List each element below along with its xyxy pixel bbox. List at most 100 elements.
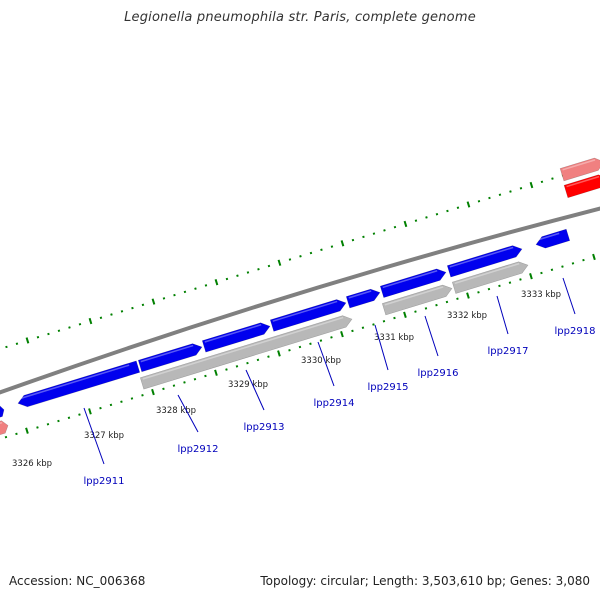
- forward-gene-arrow: [379, 268, 447, 298]
- outer-dot: [351, 238, 355, 242]
- gene-label[interactable]: lpp2915: [368, 382, 409, 393]
- inner-dot: [109, 403, 113, 407]
- outer-dot: [477, 199, 481, 203]
- inner-dot: [414, 310, 417, 313]
- inner-dot: [351, 329, 354, 333]
- inner-dot: [582, 258, 585, 262]
- gene-label[interactable]: lpp2911: [84, 476, 125, 487]
- inner-dot: [477, 291, 480, 294]
- outer-dot: [456, 206, 460, 209]
- inner-dot: [508, 281, 512, 284]
- outer-dot: [204, 284, 208, 287]
- gene-label[interactable]: lpp2917: [488, 346, 529, 357]
- gene-label[interactable]: lpp2916: [418, 368, 459, 379]
- inner-dot: [78, 413, 81, 416]
- inner-dot: [592, 253, 596, 261]
- inner-dot: [382, 320, 386, 323]
- outer-dot: [120, 310, 124, 313]
- kbp-tick-label: 3331 kbp: [374, 333, 414, 343]
- pink-feature-arrow: [559, 157, 600, 182]
- accession-text: Accession: NC_006368: [9, 574, 146, 588]
- outer-dot: [246, 271, 250, 274]
- kbp-tick-label: 3329 kbp: [228, 380, 268, 390]
- gene-leader-line: [496, 295, 509, 335]
- inner-dot: [393, 316, 396, 320]
- inner-dot: [372, 323, 375, 326]
- gene-leader-line: [424, 315, 439, 357]
- outer-dot: [466, 201, 471, 208]
- gene-leader-line: [562, 277, 576, 315]
- gene-label[interactable]: lpp2914: [314, 398, 355, 409]
- inner-dot: [540, 271, 543, 275]
- inner-dot: [120, 400, 123, 403]
- kbp-tick-label: 3332 kbp: [447, 311, 487, 321]
- outer-dot: [309, 251, 313, 255]
- inner-dot: [235, 365, 239, 368]
- outer-dot: [435, 212, 439, 216]
- gene-leader-line: [245, 369, 265, 411]
- outer-dot: [551, 177, 554, 180]
- inner-dot: [15, 432, 18, 436]
- gene-label[interactable]: lpp2913: [244, 422, 285, 433]
- forward-gene-arrow: [446, 245, 523, 278]
- outer-dot: [99, 316, 103, 320]
- inner-dot: [456, 297, 459, 300]
- gene-label[interactable]: lpp2912: [178, 444, 219, 455]
- outer-dot: [540, 180, 544, 184]
- forward-gene-arrow: [269, 299, 347, 332]
- inner-dot: [193, 377, 197, 381]
- outer-dot: [498, 193, 502, 197]
- forward-gene-arrow: [345, 288, 381, 309]
- outer-dot: [372, 232, 376, 235]
- inner-dot: [256, 358, 260, 362]
- outer-dot: [183, 290, 187, 294]
- kbp-tick-label: 3327 kbp: [84, 431, 124, 441]
- outer-dot: [88, 317, 93, 325]
- outer-dot: [194, 287, 197, 290]
- outer-dot: [236, 274, 239, 277]
- kbp-tick-label: 3328 kbp: [156, 406, 196, 416]
- outer-dot: [47, 332, 50, 336]
- outer-dot: [36, 335, 40, 339]
- reverse-gene-arrow: [381, 284, 453, 316]
- inner-dot: [162, 387, 165, 391]
- inner-dot: [46, 422, 50, 426]
- gene-label[interactable]: lpp2918: [555, 326, 596, 337]
- kbp-tick-label: 3330 kbp: [301, 356, 341, 366]
- outer-dot: [214, 279, 219, 286]
- inner-dot: [519, 278, 522, 281]
- outer-dot: [78, 323, 82, 326]
- inner-dot: [424, 307, 428, 310]
- inner-dot: [57, 419, 60, 423]
- topology-summary-text: Topology: circular; Length: 3,503,610 bp…: [260, 574, 590, 588]
- outer-dot: [393, 225, 397, 229]
- outer-dot: [288, 258, 292, 261]
- outer-dot: [488, 196, 491, 200]
- outer-dot: [320, 248, 323, 252]
- outer-dot: [131, 306, 134, 310]
- outer-dot: [267, 264, 271, 268]
- inner-dot: [288, 348, 291, 352]
- inner-dot: [141, 394, 144, 397]
- inner-dot: [487, 287, 491, 291]
- gene-leader-line: [317, 341, 335, 387]
- pink-feature-arrow: [0, 420, 9, 437]
- outer-dot: [15, 342, 19, 345]
- inner-dot: [403, 311, 407, 318]
- forward-gene-arrow: [201, 322, 271, 353]
- reverse-gene-arrow: [139, 315, 353, 390]
- gene-leader-line: [177, 394, 199, 433]
- outer-dot: [299, 255, 302, 258]
- outer-dot: [529, 181, 534, 189]
- outer-dot: [110, 313, 113, 316]
- outer-dot: [414, 219, 418, 222]
- outer-dot: [162, 297, 166, 300]
- kbp-tick-label: 3333 kbp: [521, 290, 561, 300]
- inner-dot: [319, 339, 323, 342]
- outer-dot: [173, 293, 176, 297]
- inner-dot: [225, 368, 228, 371]
- inner-dot: [25, 427, 29, 434]
- outer-dot: [277, 259, 282, 266]
- inner-dot: [246, 361, 249, 365]
